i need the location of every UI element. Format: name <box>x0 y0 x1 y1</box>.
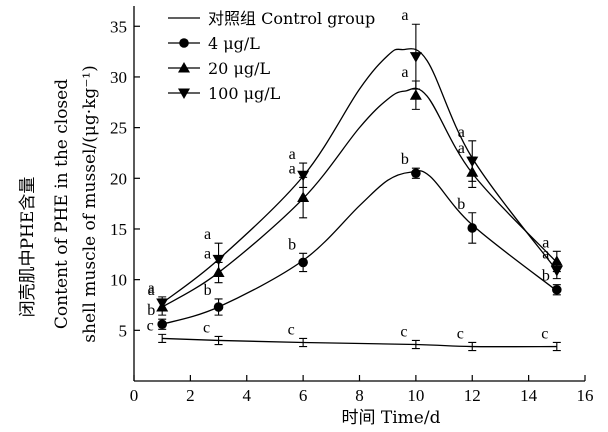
x-tick-label: 12 <box>464 386 481 405</box>
legend-label: 4 μg/L <box>208 34 260 53</box>
legend-item-control-group: 对照组 Control group <box>168 9 375 28</box>
x-tick-label: 4 <box>243 386 252 405</box>
axes <box>133 6 585 382</box>
significance-letter: c <box>203 319 210 336</box>
significance-letter: b <box>542 268 550 285</box>
x-tick-label: 6 <box>299 386 308 405</box>
legend-item-100-ug-l: 100 μg/L <box>168 84 281 103</box>
legend-item-4-ug-l: 4 μg/L <box>168 34 260 53</box>
x-tick-label: 16 <box>577 386 594 405</box>
significance-letter: b <box>457 196 465 213</box>
significance-letter: a <box>542 234 549 251</box>
data-point-20-ug-l <box>466 166 479 177</box>
significance-letter: a <box>458 124 465 141</box>
significance-letter: a <box>204 226 211 243</box>
y-axis-title-en-line1: Content of PHE in the closed <box>52 79 72 329</box>
x-tick-label: 8 <box>355 386 364 405</box>
significance-letter: b <box>288 236 296 253</box>
significance-letter: a <box>401 7 408 24</box>
significance-letter: b <box>401 151 409 168</box>
significance-letter: a <box>204 245 211 262</box>
legend-label: 20 μg/L <box>208 59 270 78</box>
data-point-20-ug-l <box>297 191 310 203</box>
error-bar <box>468 341 477 352</box>
error-bar <box>552 341 561 352</box>
data-point-100-ug-l <box>156 298 169 309</box>
x-axis-title: 时间 Time/d <box>342 408 441 428</box>
data-point-100-ug-l <box>466 156 479 168</box>
x-tick-label: 14 <box>520 386 538 405</box>
y-axis-title-cn: 闭壳肌中PHE含量 <box>18 177 38 318</box>
fit-curve-4-ug-l <box>161 170 558 325</box>
fit-curve-control-group <box>162 337 557 348</box>
legend: 对照组 Control group 4 μg/L 20 μg/L 100 μg/L <box>168 9 375 103</box>
y-tick-label: 25 <box>110 119 127 138</box>
legend-label: 对照组 Control group <box>208 9 375 28</box>
x-ticks: 0 2 4 6 8 10 12 14 16 <box>130 375 594 405</box>
significance-letter: a <box>289 160 296 177</box>
y-tick-label: 15 <box>110 220 127 239</box>
significance-letter: b <box>204 282 212 299</box>
legend-marker <box>178 62 190 73</box>
significance-letter: b <box>147 302 155 319</box>
data-point-20-ug-l <box>550 255 563 266</box>
data-point-4-ug-l <box>411 168 421 179</box>
data-point-100-ug-l <box>550 266 563 277</box>
significance-letter: c <box>457 325 464 342</box>
y-tick-label: 20 <box>110 169 127 188</box>
significance-letter: c <box>400 323 407 340</box>
error-bar <box>158 333 167 344</box>
legend-label: 100 μg/L <box>208 84 281 103</box>
error-bar <box>411 339 420 350</box>
fit-curves <box>161 48 558 348</box>
data-points <box>156 52 563 330</box>
data-point-4-ug-l <box>157 319 167 330</box>
x-tick-label: 10 <box>407 386 424 405</box>
x-tick-label: 0 <box>130 386 139 405</box>
y-ticks: 5 10 15 20 25 30 35 <box>110 17 140 340</box>
error-bar <box>214 335 223 346</box>
significance-letter: a <box>542 245 549 262</box>
y-axis-title-en-line2: shell muscle of mussel/(μg·kg⁻¹) <box>80 65 100 342</box>
legend-item-20-ug-l: 20 μg/L <box>168 59 270 78</box>
significance-letter: c <box>288 321 295 338</box>
significance-letter: a <box>148 282 155 299</box>
x-tick-label: 2 <box>186 386 195 405</box>
data-point-20-ug-l <box>212 266 225 278</box>
y-tick-label: 30 <box>110 68 127 87</box>
data-point-100-ug-l <box>212 254 225 266</box>
fit-curve-100-ug-l <box>161 48 558 304</box>
data-point-4-ug-l <box>552 284 562 295</box>
error-bar <box>299 337 308 348</box>
data-point-100-ug-l <box>297 170 310 182</box>
significance-letter: a <box>148 280 155 297</box>
significance-letter: c <box>541 325 548 342</box>
y-tick-label: 5 <box>119 321 128 340</box>
legend-marker <box>179 38 189 48</box>
significance-letter: a <box>458 140 465 157</box>
legend-marker <box>178 88 190 99</box>
data-point-4-ug-l <box>213 302 224 312</box>
data-point-4-ug-l <box>298 257 308 268</box>
data-point-100-ug-l <box>409 52 422 63</box>
data-point-20-ug-l <box>409 89 422 100</box>
y-tick-label: 35 <box>110 17 127 36</box>
significance-letter: a <box>401 64 408 81</box>
significance-letter: c <box>147 317 154 334</box>
y-tick-label: 10 <box>110 271 127 290</box>
significance-letter: a <box>289 146 296 163</box>
data-point-4-ug-l <box>467 223 478 233</box>
